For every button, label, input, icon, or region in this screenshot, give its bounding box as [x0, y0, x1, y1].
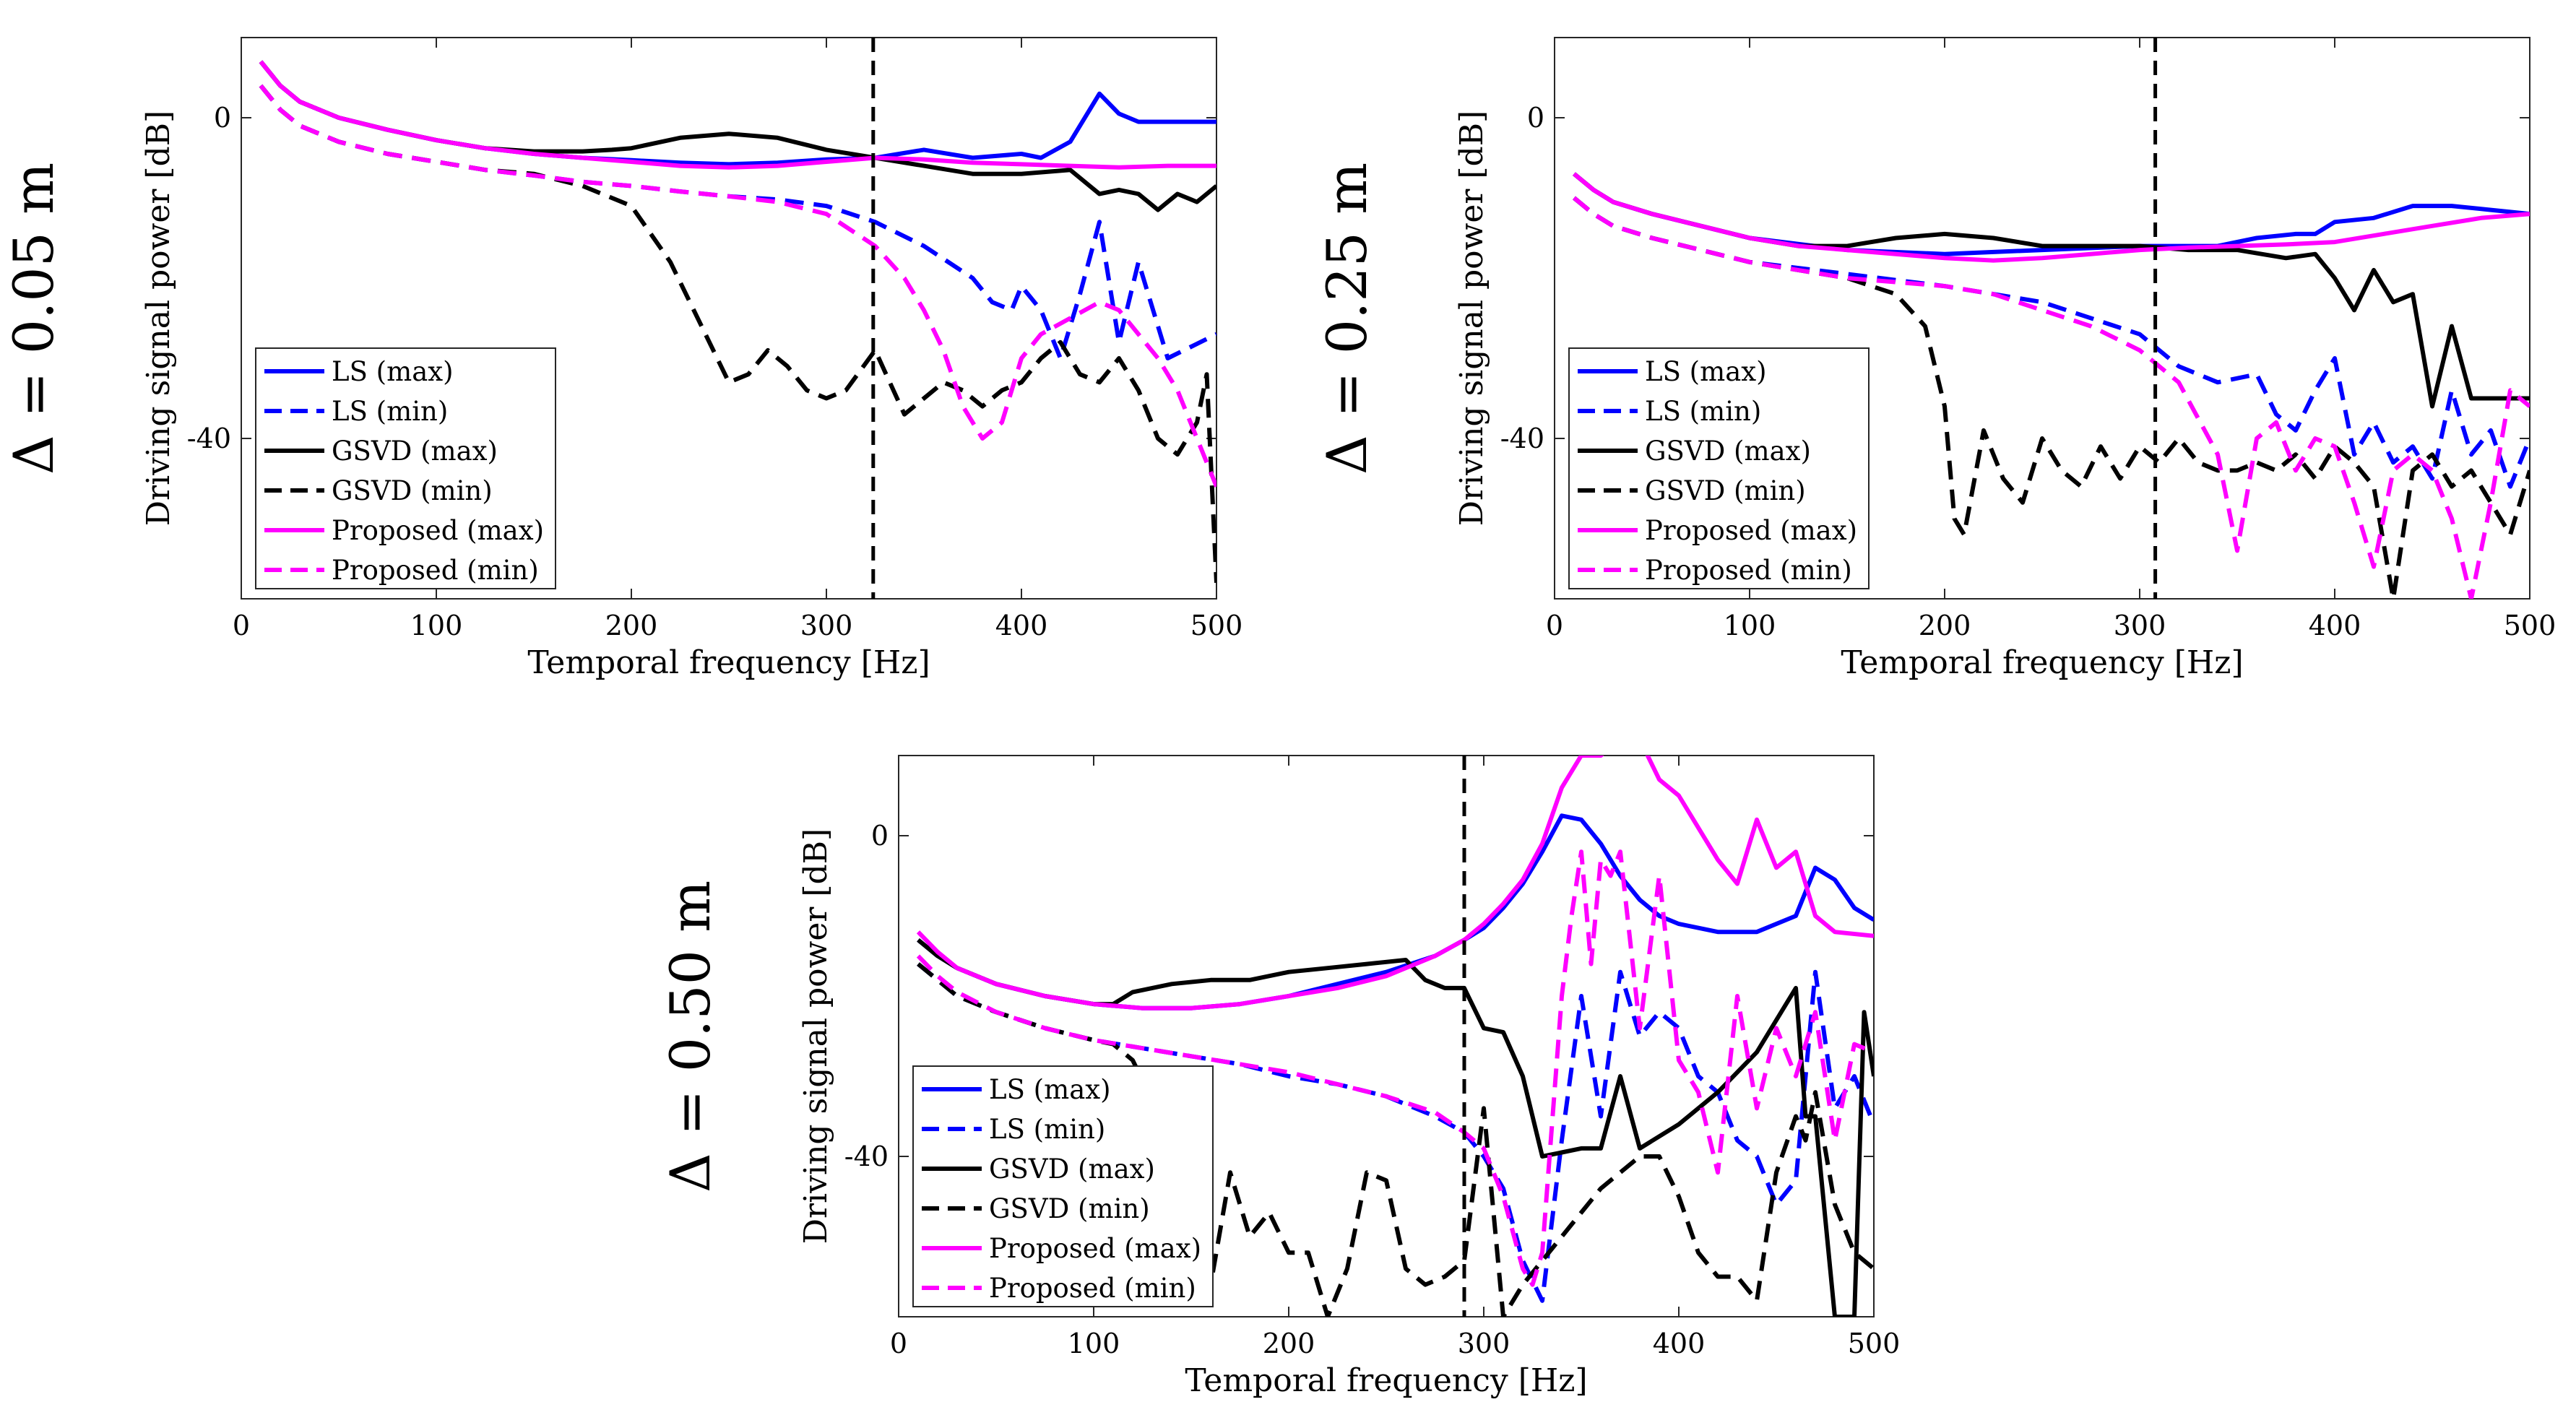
panel-3-legend-label-gsvd-max: GSVD (max) [989, 1154, 1155, 1185]
panel-2-plot-area [1573, 172, 2530, 599]
panel-2-series-gsvd-min [1573, 196, 2530, 599]
panel-3-xtick-label-400: 400 [1653, 1328, 1706, 1359]
panel-2-xtick-label-0: 0 [1546, 610, 1563, 641]
panel-2-series-ls-max [1573, 172, 2530, 256]
panel-1-legend-label-proposed-max: Proposed (max) [332, 515, 544, 546]
panel-2: 0 100 200 300 400 500 0 -40 Temporal frequency [… [1315, 37, 2556, 681]
panel-2-xtick-label-100: 100 [1724, 610, 1776, 641]
panel-3-plot-area [916, 756, 1874, 1317]
panel-2-legend-label-ls-max: LS (max) [1645, 356, 1767, 387]
panel-1-ylabel: Driving signal power [dB] [140, 111, 177, 526]
panel-3-xtick-label-100: 100 [1068, 1328, 1120, 1359]
panel-3-legend: LS (max) LS (min) GSVD (max) GSVD (min) Prop… [912, 1065, 1214, 1307]
panel-2-legend-label-gsvd-min: GSVD (min) [1645, 475, 1806, 506]
panel-3-ylabel: Driving signal power [dB] [798, 828, 834, 1244]
panel-2-legend-box [1568, 347, 1870, 589]
panel-2-legend-label-proposed-min: Proposed (min) [1645, 555, 1852, 586]
panel-2-xtick-label-200: 200 [1919, 610, 1971, 641]
panel-1-xlabel: Temporal frequency [Hz] [527, 644, 930, 681]
panel-2-axes-box [1554, 37, 2530, 600]
panel-3-series-proposed-min [916, 849, 1874, 1287]
panel-1-xtick-label-100: 100 [410, 610, 463, 641]
panel-3-ytick-label-0: 0 [871, 820, 889, 852]
panel-1-legend-box [255, 347, 556, 589]
panel-2-series-proposed-max [1573, 172, 2530, 263]
panel-1-legend: LS (max) LS (min) GSVD (max) GSVD (min) Prop… [255, 347, 556, 589]
panel-3-legend-label-ls-min: LS (min) [989, 1114, 1105, 1145]
panel-2-series-proposed-min [1573, 196, 2530, 599]
panel-2-legend-label-proposed-max: Proposed (max) [1645, 515, 1857, 546]
panel-1-xtick-label-300: 300 [800, 610, 853, 641]
panel-1-legend-label-ls-max: LS (max) [332, 356, 454, 387]
panel-3-series-ls-min [917, 962, 1874, 1303]
panel-1-legend-label-proposed-min: Proposed (min) [332, 555, 539, 586]
panel-3-legend-label-ls-max: LS (max) [989, 1074, 1111, 1105]
panel-1-ytick-label-0: 0 [214, 102, 231, 134]
panel-1-series-gsvd-min [259, 84, 1216, 583]
panel-1-series-ls-min [259, 84, 1216, 360]
panel-2-ytick-label-0: 0 [1527, 102, 1544, 134]
panel-1-legend-label-ls-min: LS (min) [332, 396, 448, 427]
panel-1-series-proposed-max [259, 60, 1216, 170]
panel-1-series-proposed-min [259, 84, 1216, 488]
panel-1: 0 100 200 300 400 500 0 -40 Temporal frequency [… [1, 37, 1243, 681]
panel-2-delta-label: Δ = 0.25 m [1315, 163, 1379, 475]
panel-2-legend-label-gsvd-max: GSVD (max) [1645, 436, 1811, 467]
panel-1-delta-label: Δ = 0.05 m [1, 163, 66, 475]
panel-3: 0 100 200 300 400 500 0 -40 Temporal frequency [… [658, 755, 1901, 1399]
panel-2-legend: LS (max) LS (min) GSVD (max) GSVD (min) Prop… [1568, 347, 1870, 589]
panel-1-xtick-label-400: 400 [995, 610, 1048, 641]
panel-3-series-proposed-max [916, 756, 1874, 1011]
panel-1-plot-area [259, 60, 1216, 583]
panel-3-ytick-label--40: -40 [844, 1141, 889, 1172]
panel-3-legend-label-proposed-max: Proposed (max) [989, 1233, 1201, 1264]
panel-2-xtick-label-500: 500 [2504, 610, 2556, 641]
panel-2-xlabel: Temporal frequency [Hz] [1841, 644, 2243, 681]
panel-2-ytick-label--40: -40 [1500, 423, 1544, 454]
panel-3-series-ls-max [917, 813, 1874, 1011]
panel-3-legend-label-gsvd-min: GSVD (min) [989, 1193, 1150, 1224]
panel-2-xtick-label-400: 400 [2309, 610, 2361, 641]
panel-3-delta-label: Δ = 0.50 m [658, 880, 722, 1193]
panel-3-xtick-label-500: 500 [1848, 1328, 1901, 1359]
panel-2-legend-label-ls-min: LS (min) [1645, 396, 1761, 427]
panel-1-legend-label-gsvd-max: GSVD (max) [332, 436, 498, 467]
panel-1-xtick-label-200: 200 [605, 610, 658, 641]
panel-3-legend-label-proposed-min: Proposed (min) [989, 1273, 1196, 1304]
panel-1-series-ls-max [259, 60, 1216, 167]
panel-1-legend-label-gsvd-min: GSVD (min) [332, 475, 493, 506]
panel-1-xtick-label-0: 0 [233, 610, 250, 641]
panel-1-ytick-label--40: -40 [187, 423, 231, 454]
panel-3-axes-box [898, 755, 1875, 1317]
panel-3-legend-box [912, 1065, 1214, 1307]
panel-2-ylabel: Driving signal power [dB] [1453, 111, 1490, 526]
panel-3-xlabel: Temporal frequency [Hz] [1185, 1362, 1587, 1399]
panel-3-xtick-label-200: 200 [1263, 1328, 1315, 1359]
panel-2-xtick-label-300: 300 [2114, 610, 2166, 641]
panel-3-xtick-label-0: 0 [890, 1328, 907, 1359]
panel-1-xtick-label-500: 500 [1190, 610, 1243, 641]
panel-3-xtick-label-300: 300 [1458, 1328, 1510, 1359]
panel-1-axes-box [241, 37, 1217, 600]
